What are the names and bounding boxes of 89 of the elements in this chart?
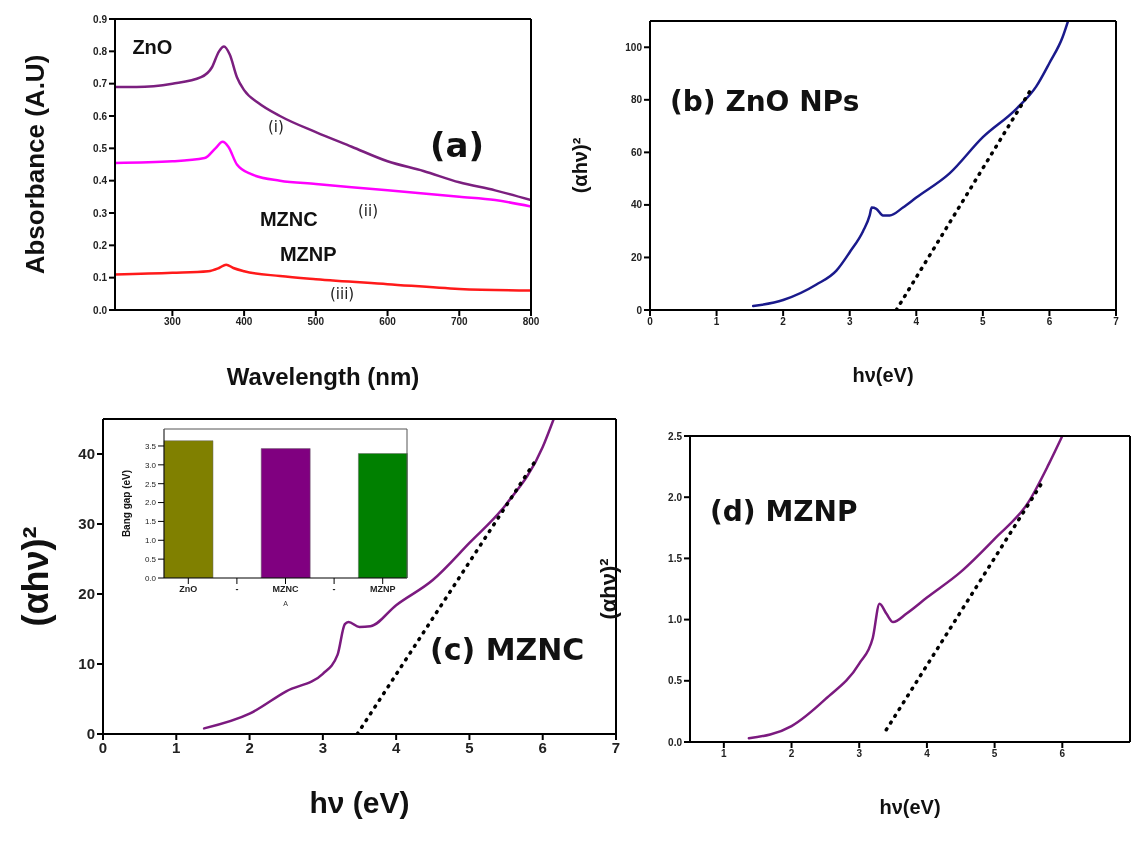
x-tick-label: 2 bbox=[245, 738, 254, 756]
y-tick-label: 0 bbox=[636, 304, 643, 316]
x-tick-label: 7 bbox=[1113, 316, 1120, 328]
text: (a) bbox=[430, 125, 485, 165]
y-tick-label: 100 bbox=[625, 41, 643, 53]
y-axis-title: (αhν)² bbox=[596, 558, 622, 620]
x-tick-label: 4 bbox=[391, 738, 401, 756]
x-tick-label: 500 bbox=[307, 316, 325, 328]
y-tick-label: 3.5 bbox=[144, 441, 157, 451]
x-tick-label: 2 bbox=[788, 748, 795, 760]
bar bbox=[260, 448, 311, 578]
y-tick-label: 0 bbox=[86, 725, 95, 743]
y-tick-label: 0.3 bbox=[93, 207, 108, 219]
x-tick-label: 5 bbox=[980, 316, 987, 328]
y-tick-label: 0.0 bbox=[93, 304, 108, 316]
text: (c) MZNC bbox=[430, 632, 585, 667]
x-tick-label: - bbox=[332, 584, 336, 595]
y-tick-label: 2.5 bbox=[144, 479, 157, 489]
y-tick-label: 0.4 bbox=[93, 175, 108, 187]
x-tick-label: - bbox=[235, 584, 239, 595]
y-tick-label: 0.7 bbox=[93, 78, 108, 90]
x-tick-label: 800 bbox=[522, 316, 540, 328]
x-tick-label: 7 bbox=[611, 738, 621, 756]
x-tick-label: 2 bbox=[780, 316, 787, 328]
x-axis-title: hν(eV) bbox=[852, 364, 914, 387]
y-tick-label: 3.0 bbox=[144, 460, 157, 470]
x-tick-label: MZNC bbox=[272, 584, 299, 595]
y-tick-label: 0.0 bbox=[144, 573, 157, 583]
series-label: MZNP bbox=[279, 243, 337, 266]
series-label: MZNC bbox=[259, 207, 318, 230]
y-tick-label: 0.0 bbox=[668, 736, 683, 748]
y-tick-label: 20 bbox=[78, 585, 95, 603]
x-tick-label: 3 bbox=[318, 738, 328, 756]
y-tick-label: 30 bbox=[78, 515, 95, 533]
y-tick-label: 0.8 bbox=[93, 45, 108, 57]
y-tick-label: 1.0 bbox=[144, 536, 157, 546]
series-label: ZnO bbox=[132, 35, 173, 58]
y-tick-label: 2.0 bbox=[668, 491, 683, 503]
x-tick-label: 6 bbox=[1046, 316, 1053, 328]
y-tick-label: 10 bbox=[78, 655, 95, 673]
y-tick-label: 1.0 bbox=[668, 614, 683, 626]
x-tick-label: 4 bbox=[924, 748, 931, 760]
x-tick-label: 3 bbox=[846, 316, 853, 328]
x-tick-label: 6 bbox=[1059, 748, 1066, 760]
y-tick-label: 1.5 bbox=[144, 517, 157, 527]
x-tick-label: 300 bbox=[164, 316, 182, 328]
y-tick-label: 40 bbox=[78, 445, 95, 463]
x-tick-label: ZnO bbox=[179, 584, 198, 595]
x-tick-label: 3 bbox=[856, 748, 863, 760]
y-tick-label: 0.9 bbox=[93, 13, 108, 25]
x-tick-label: 4 bbox=[913, 316, 920, 328]
x-tick-label: 400 bbox=[235, 316, 253, 328]
bar bbox=[163, 440, 214, 578]
y-tick-label: 2.5 bbox=[668, 430, 683, 442]
x-tick-label: 5 bbox=[991, 748, 998, 760]
y-tick-label: 0.2 bbox=[93, 239, 108, 251]
y-tick-label: 1.5 bbox=[668, 552, 683, 564]
x-tick-label: 5 bbox=[465, 738, 474, 756]
bar bbox=[358, 453, 408, 578]
y-tick-label: 0.1 bbox=[93, 272, 108, 284]
y-tick-label: 0.5 bbox=[93, 142, 108, 154]
x-tick-label: 6 bbox=[538, 738, 547, 756]
x-tick-label: 1 bbox=[713, 316, 720, 328]
y-tick-label: 0.5 bbox=[668, 675, 683, 687]
x-axis-title: Wavelength (nm) bbox=[226, 363, 420, 391]
y-axis-title: Bang gap (eV) bbox=[120, 469, 132, 538]
y-tick-label: 40 bbox=[630, 199, 643, 211]
x-tick-label: MZNP bbox=[369, 584, 396, 595]
annotation: (ii) bbox=[358, 202, 379, 220]
y-tick-label: 20 bbox=[630, 252, 643, 263]
x-tick-label: 1 bbox=[721, 748, 728, 760]
annotation: (i) bbox=[268, 118, 284, 136]
text: (b) ZnO NPs bbox=[670, 85, 860, 118]
text: (d) MZNP bbox=[710, 495, 858, 528]
y-axis-title: Absorbance (A.U) bbox=[19, 54, 50, 275]
y-tick-label: 80 bbox=[630, 94, 643, 106]
x-axis-title: hν (eV) bbox=[309, 786, 410, 820]
y-axis-title: (αhν)² bbox=[569, 137, 592, 194]
x-tick-label: 0 bbox=[647, 316, 654, 328]
x-tick-label: 600 bbox=[379, 316, 397, 328]
x-axis-title: hν(eV) bbox=[879, 796, 941, 819]
y-tick-label: 2.0 bbox=[144, 498, 157, 508]
y-tick-label: 0.6 bbox=[93, 110, 108, 122]
y-tick-label: 0.5 bbox=[144, 554, 157, 564]
x-tick-label: 1 bbox=[172, 738, 181, 756]
annotation: (iii) bbox=[330, 285, 355, 303]
x-tick-label: 700 bbox=[450, 316, 469, 328]
y-axis-title: (αhν)² bbox=[14, 526, 56, 627]
y-tick-label: 60 bbox=[630, 146, 643, 158]
